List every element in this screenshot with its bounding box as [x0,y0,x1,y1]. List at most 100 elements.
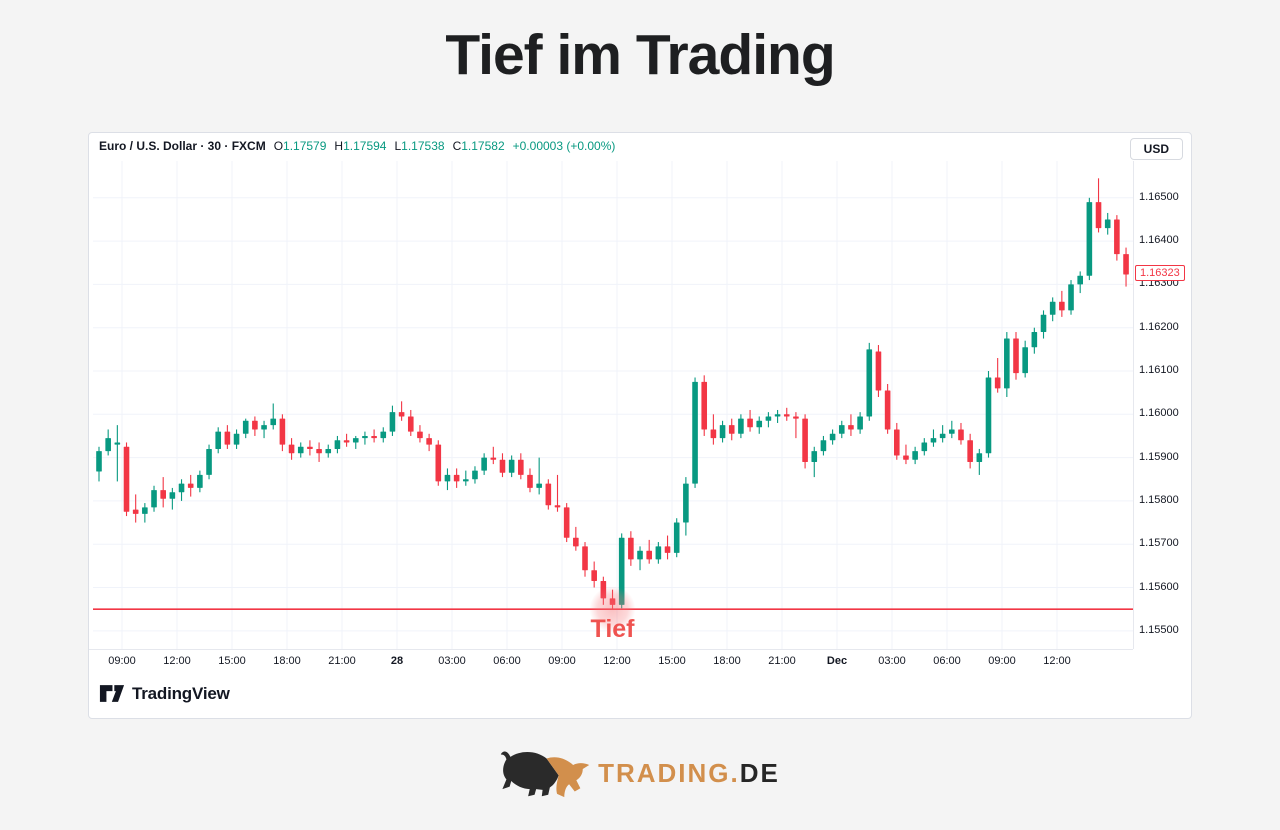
candle-body [628,537,634,560]
candle-body [756,420,763,428]
candle-body [297,446,304,454]
ohlc-close: C1.17582 [452,139,505,153]
candle-body [499,459,506,473]
candle-wick [465,470,467,486]
candle-body [242,420,249,434]
candle-body [508,459,515,473]
candle-body [380,431,387,439]
price-tick: 1.15600 [1139,580,1179,593]
candle-body [1049,301,1056,315]
candle-body [197,474,203,488]
candle-body [545,483,552,506]
candle-body [444,474,451,482]
candle-body [96,451,102,472]
current-price-label: 1.16323 [1135,265,1185,282]
candle-body [884,390,891,430]
time-tick: 09:00 [988,655,1016,667]
candle-wick [272,403,274,430]
candle-body [646,550,652,560]
candle-body [994,377,1001,389]
candle-body [811,451,818,462]
candle-body [820,440,827,452]
candle-body [912,451,918,460]
candle-wick [905,444,907,465]
candle-body [930,438,937,443]
symbol-info[interactable]: Euro / U.S. Dollar · 30 · FXCM O1.17579 … [99,139,615,153]
candle-body [1123,254,1129,275]
price-tick: 1.16100 [1139,364,1179,376]
candle-body [417,431,423,439]
axis-separator-horizontal [89,649,1133,650]
candle-body [325,448,332,454]
candle-body [1013,338,1019,374]
candle-body [893,429,900,456]
candle-body [829,433,836,441]
brand-text-de: DE [739,757,780,788]
candle-body [426,438,432,445]
candle-body [985,377,992,454]
candle-body [142,507,148,514]
candle-body [958,429,964,441]
candle-body [838,425,845,434]
candle-body [1086,202,1093,276]
time-tick: 06:00 [933,655,961,667]
candle-wick [786,407,788,421]
time-tick: 12:00 [1043,655,1071,667]
time-tick: 28 [390,655,404,667]
candle-body [673,522,680,553]
candle-body [692,381,698,484]
candlestick-chart[interactable] [93,161,1133,649]
candle-body [435,444,442,482]
candle-body [857,416,863,430]
candle-body [334,440,341,449]
candle-body [343,440,350,443]
candle-body [683,483,689,523]
candle-body [976,453,983,462]
candle-body [1040,314,1047,333]
candle-body [398,412,405,417]
candle-wick [556,474,559,512]
candle-wick [116,425,118,482]
candle-body [463,479,469,482]
candle-body [389,412,396,432]
candle-body [637,550,643,560]
price-tick: 1.16000 [1139,407,1179,420]
candle-body [261,425,267,430]
candle-body [362,435,368,439]
price-tick: 1.15800 [1139,493,1179,506]
price-tick: 1.15500 [1139,623,1179,636]
ohlc-open: O1.17579 [273,139,327,153]
price-tick: 1.15700 [1139,537,1179,550]
time-tick: 09:00 [108,655,136,667]
candle-body [252,420,258,430]
low-highlight-circle [589,586,636,633]
candle-body [793,416,799,419]
candle-body [802,418,808,462]
candle-body [655,546,662,560]
candle-body [169,492,176,499]
candle-body [151,490,157,508]
candle-body [949,429,955,434]
symbol-title[interactable]: Euro / U.S. Dollar · 30 · FXCM [99,139,266,153]
candle-body [728,425,735,434]
candle-body [903,455,909,460]
candle-body [123,446,130,512]
candle-body [1031,332,1038,348]
candle-body [215,431,222,449]
time-tick: 15:00 [658,655,686,667]
price-axis[interactable]: 1.16500 1.16400 1.16300 1.16200 1.16100 1.160… [1135,161,1191,649]
candle-body [563,507,570,538]
time-axis[interactable]: 09:00 12:00 15:00 18:00 21:00 28 03:00 06:00 09:… [93,655,1133,673]
candle-body [1104,219,1111,229]
plot-area[interactable] [93,161,1133,649]
tradingview-logo[interactable]: TradingView [99,683,230,704]
candle-body [270,418,277,426]
price-tick: 1.15900 [1139,450,1179,463]
time-tick: 12:00 [603,655,631,667]
candle-body [407,416,414,432]
time-tick: 21:00 [768,655,796,667]
candle-body [279,418,286,445]
axis-separator-vertical [1133,161,1134,649]
currency-button[interactable]: USD [1129,138,1183,160]
page-title: Tief im Trading [445,23,835,87]
